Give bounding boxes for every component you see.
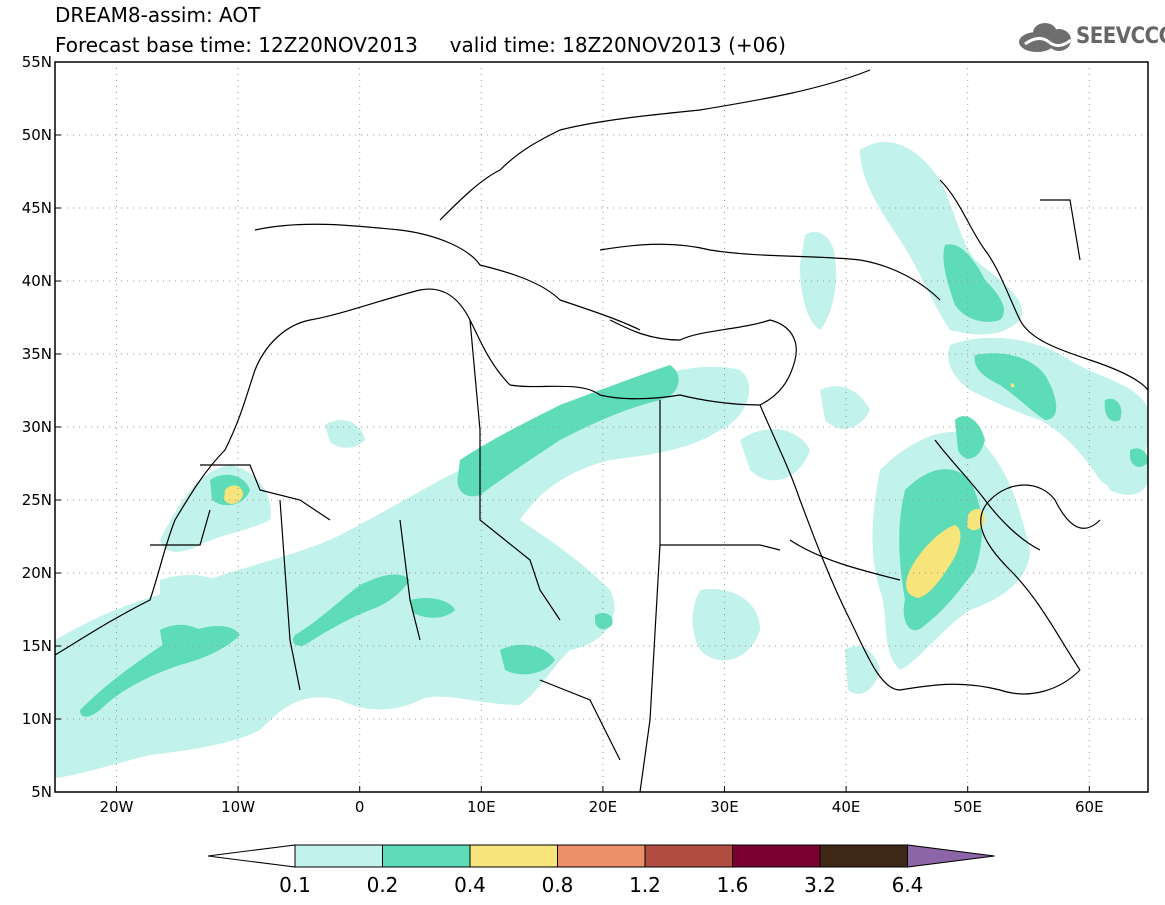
lat-tick-label: 10N	[21, 710, 52, 728]
lon-tick-label: 50E	[953, 798, 982, 816]
aot-field	[55, 141, 1148, 778]
colorbar-swatch	[557, 844, 646, 868]
lat-tick-label: 5N	[31, 783, 52, 801]
lon-tick-label: 0	[354, 798, 365, 816]
logo-text: SEEVCCC	[1076, 24, 1165, 49]
lat-tick-label: 20N	[21, 564, 52, 582]
lon-tick-label: 20W	[99, 798, 134, 816]
lat-tick-label: 40N	[21, 272, 52, 290]
colorbar-label: 6.4	[891, 873, 924, 897]
colorbar-label: 1.2	[629, 873, 661, 897]
colorbar-swatch	[732, 844, 821, 868]
colorbar-swatch	[469, 844, 558, 868]
seevccc-cloud-logo-icon	[1019, 23, 1072, 52]
colorbar-label: 0.8	[541, 873, 574, 897]
colorbar-label: 0.4	[454, 873, 486, 897]
colorbar-swatch	[382, 844, 471, 868]
time-info: Forecast base time: 12Z20NOV2013 valid t…	[55, 34, 786, 56]
lat-tick-label: 30N	[21, 418, 52, 436]
colorbar-swatch	[819, 844, 908, 868]
axis-ticks	[55, 61, 1090, 793]
lat-tick-label: 35N	[21, 345, 52, 363]
lat-tick-label: 55N	[21, 53, 52, 71]
colorbar-over-triangle	[907, 844, 995, 868]
lat-tick-label: 50N	[21, 126, 52, 144]
lat-tick-label: 15N	[21, 637, 52, 655]
colorbar-label: 3.2	[804, 873, 836, 897]
lon-tick-label: 40E	[831, 798, 861, 816]
forecast-base-time: Forecast base time: 12Z20NOV2013	[55, 33, 418, 57]
colorbar-under-triangle	[207, 844, 296, 868]
coastlines-borders	[54, 69, 1149, 793]
chart-title: DREAM8-assim: AOT	[55, 3, 261, 27]
colorbar-label: 1.6	[716, 873, 749, 897]
lat-tick-label: 25N	[21, 491, 52, 509]
colorbar-label: 0.1	[279, 873, 311, 897]
colorbar-label: 0.2	[366, 873, 399, 897]
lat-tick-label: 45N	[21, 199, 52, 217]
lon-tick-label: 60E	[1075, 798, 1104, 816]
map-gridlines	[55, 62, 1148, 792]
lon-tick-label: 20E	[588, 798, 618, 816]
valid-time: valid time: 18Z20NOV2013 (+06)	[449, 33, 786, 57]
colorbar-swatch	[644, 844, 733, 868]
colorbar-swatch	[294, 844, 383, 868]
lon-tick-label: 10E	[467, 798, 496, 816]
colorbar	[207, 844, 995, 868]
lon-tick-label: 10W	[221, 798, 256, 816]
aot-level-0.1-0.2	[55, 141, 1148, 778]
aot-level-0.4-0.8	[224, 383, 1015, 598]
lon-tick-label: 30E	[710, 798, 739, 816]
